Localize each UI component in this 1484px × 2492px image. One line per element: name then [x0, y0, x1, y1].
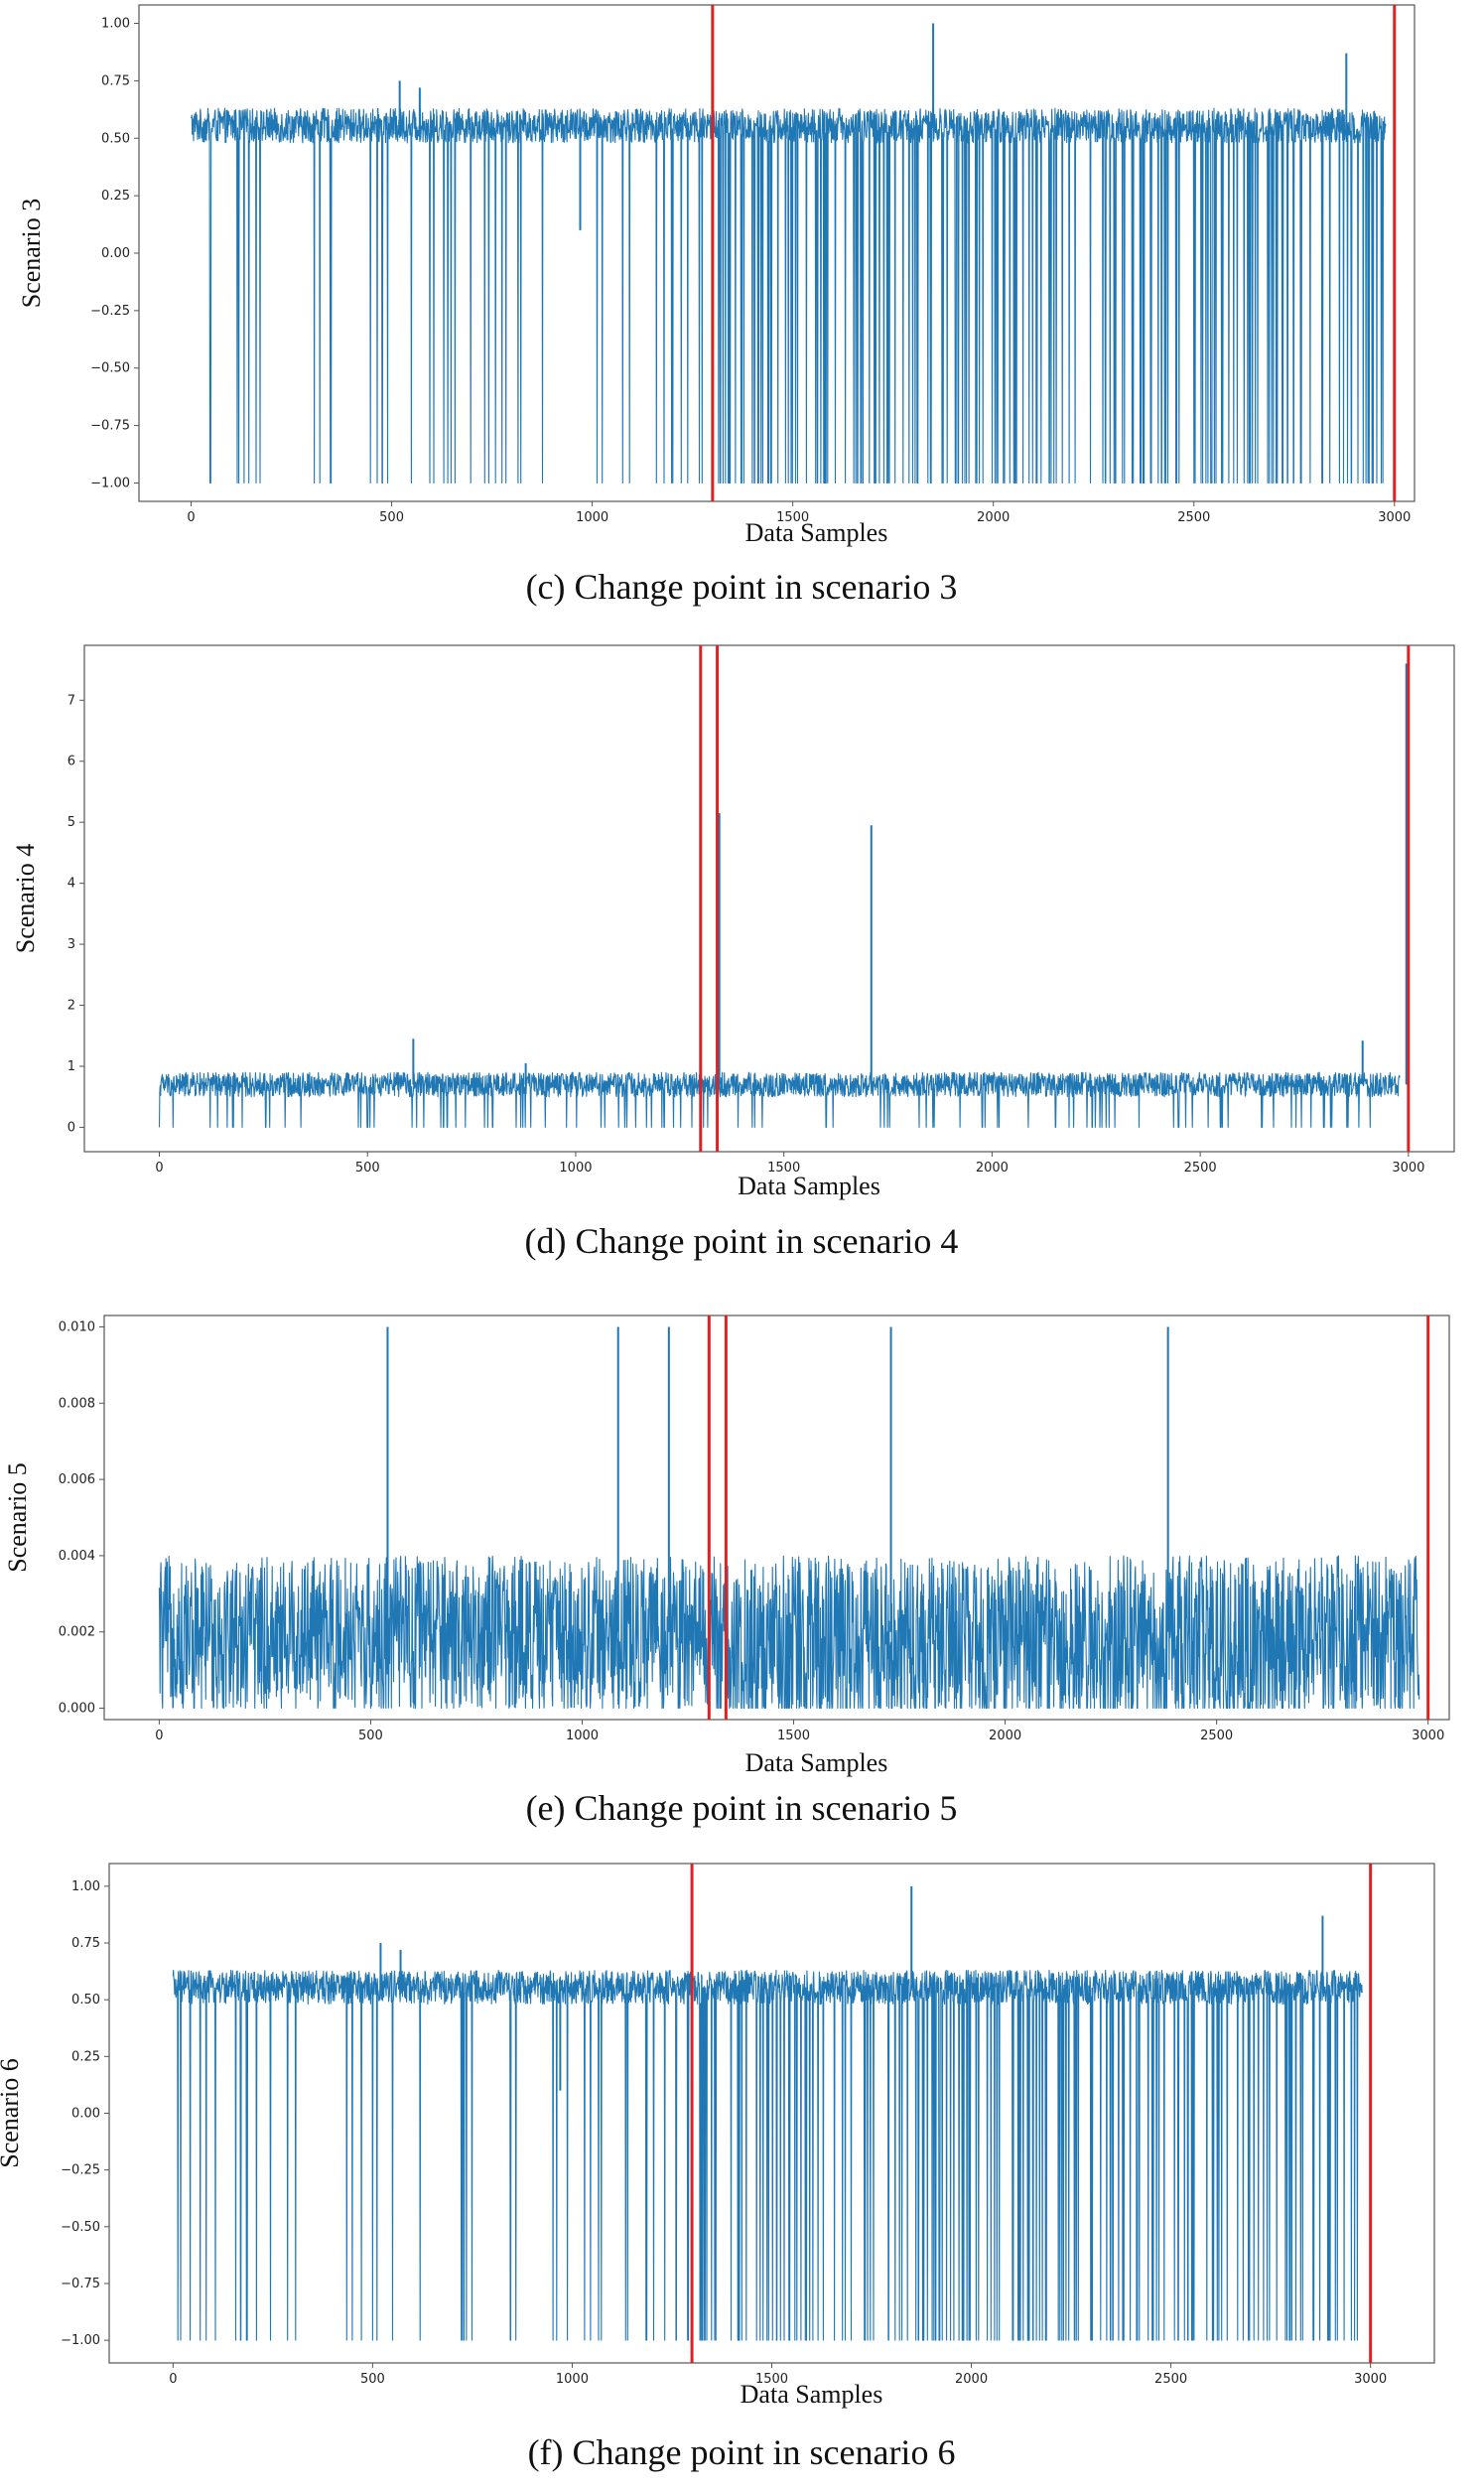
- x-tick-label: 0: [187, 510, 195, 525]
- series-line: [172, 1969, 1363, 2341]
- x-tick-label: 500: [379, 510, 404, 525]
- x-tick-label: 3000: [1354, 2372, 1387, 2387]
- y-tick-label: 4: [67, 877, 75, 892]
- x-tick-label: 1000: [566, 1729, 599, 1743]
- x-tick-label: 3000: [1392, 1161, 1424, 1176]
- x-tick-label: 1500: [755, 2372, 788, 2387]
- x-tick-label: 1500: [777, 1729, 810, 1743]
- y-axis-label: Scenario 5: [3, 1462, 32, 1572]
- x-tick-label: 0: [155, 1161, 163, 1176]
- y-tick-label: 2: [67, 999, 75, 1014]
- y-tick-label: 0.002: [59, 1625, 95, 1640]
- y-tick-label: 7: [67, 693, 75, 708]
- y-tick-label: 0.008: [59, 1396, 95, 1411]
- chart-c: 0 500 1000 1500 2000 2500 3000 −1.00 −0.75 −0.50 −…: [17, 4, 1416, 607]
- x-axis-label: Data Samples: [745, 1748, 888, 1777]
- y-tick-label: 1: [67, 1059, 75, 1074]
- y-axis-label: Scenario 3: [17, 199, 46, 308]
- x-tick-label: 1500: [767, 1161, 800, 1176]
- axes-frame: [103, 1315, 1450, 1721]
- y-tick-label: 0.010: [59, 1320, 95, 1335]
- y-tick-label: −0.25: [61, 2163, 100, 2178]
- series-line: [158, 1071, 1401, 1128]
- figure-caption: (c) Change point in scenario 3: [526, 567, 958, 607]
- y-tick-label: 0.004: [59, 1549, 95, 1564]
- y-tick-label: 0.00: [101, 246, 130, 261]
- x-tick-label: 1500: [776, 510, 809, 525]
- y-axis-label: Scenario 6: [0, 2058, 24, 2167]
- y-tick-label: 0.00: [71, 2107, 100, 2122]
- x-tick-label: 1000: [556, 2372, 589, 2387]
- y-tick-label: 0.75: [71, 1936, 100, 1951]
- x-tick-label: 0: [155, 1729, 163, 1743]
- series-line: [190, 107, 1387, 485]
- x-tick-label: 2500: [1154, 2372, 1187, 2387]
- y-tick-label: 0.50: [101, 131, 130, 146]
- y-tick-label: 1.00: [101, 17, 130, 32]
- x-tick-label: 1000: [559, 1161, 592, 1176]
- y-tick-label: 6: [67, 755, 75, 769]
- x-tick-label: 1000: [576, 510, 608, 525]
- y-tick-label: −0.25: [90, 304, 130, 319]
- y-tick-label: −0.50: [61, 2220, 100, 2235]
- y-tick-label: −0.50: [90, 361, 130, 376]
- chart-d: 0 500 1000 1500 2000 2500 3000 0 1 2 3 4 5 6 7 Data Sam…: [11, 644, 1455, 1261]
- y-tick-label: 0: [67, 1120, 75, 1135]
- chart-e: 0 500 1000 1500 2000 2500 3000 0.000 0.002 0.004 0…: [3, 1315, 1450, 1828]
- x-tick-label: 3000: [1378, 510, 1411, 525]
- y-tick-label: 0.75: [101, 73, 130, 88]
- y-axis-label: Scenario 4: [11, 844, 40, 953]
- x-tick-label: 2000: [989, 1729, 1021, 1743]
- x-tick-label: 2000: [977, 510, 1010, 525]
- x-tick-label: 2000: [976, 1161, 1009, 1176]
- y-tick-label: −0.75: [61, 2277, 100, 2291]
- chart-f: 0 500 1000 1500 2000 2500 3000 −1.00 −0.75 −0.50 −…: [0, 1863, 1435, 2472]
- x-axis-label: Data Samples: [738, 1172, 880, 1200]
- x-tick-label: 500: [355, 1161, 380, 1176]
- figure-caption: (f) Change point in scenario 6: [528, 2432, 956, 2472]
- y-tick-label: 0.50: [71, 1993, 100, 2007]
- x-tick-label: 2500: [1177, 510, 1210, 525]
- x-tick-label: 500: [358, 1729, 383, 1743]
- y-tick-label: −0.75: [90, 419, 130, 434]
- y-tick-label: 0.25: [71, 2049, 100, 2064]
- y-tick-label: −1.00: [61, 2333, 100, 2348]
- y-tick-label: 0.000: [59, 1701, 95, 1716]
- x-tick-label: 500: [360, 2372, 385, 2387]
- axes-frame: [83, 644, 1455, 1153]
- x-tick-label: 2500: [1184, 1161, 1217, 1176]
- x-tick-label: 0: [169, 2372, 177, 2387]
- y-tick-label: 3: [67, 937, 75, 952]
- figure-caption: (e) Change point in scenario 5: [526, 1788, 958, 1828]
- y-tick-label: 5: [67, 815, 75, 830]
- y-tick-label: −1.00: [90, 476, 130, 490]
- x-axis-label: Data Samples: [745, 518, 888, 547]
- y-tick-label: 0.006: [59, 1472, 95, 1487]
- series-line: [158, 1555, 1420, 1710]
- y-tick-label: 0.25: [101, 189, 130, 204]
- x-tick-label: 3000: [1412, 1729, 1444, 1743]
- y-tick-label: 1.00: [71, 1879, 100, 1894]
- figure-caption: (d) Change point in scenario 4: [525, 1221, 959, 1261]
- x-tick-label: 2500: [1200, 1729, 1233, 1743]
- x-tick-label: 2000: [955, 2372, 988, 2387]
- x-axis-label: Data Samples: [741, 2380, 883, 2409]
